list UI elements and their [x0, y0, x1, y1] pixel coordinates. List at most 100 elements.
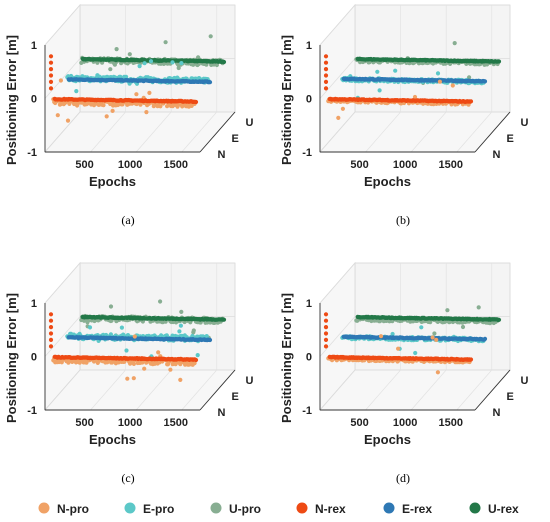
outlier-point-E-pro: [377, 88, 382, 93]
legend-marker: [210, 502, 222, 514]
outlier-point-E-pro: [137, 64, 142, 69]
depth-tick-label: N: [493, 149, 501, 161]
outlier-point-U-pro: [196, 55, 201, 60]
legend-label: U-pro: [229, 502, 261, 516]
outlier-point-E-pro: [182, 333, 187, 338]
x-axis-title: Epochs: [89, 432, 136, 447]
x-tick-label: 1500: [164, 417, 188, 429]
outlier-point-U-pro: [445, 308, 450, 313]
outlier-point-E-pro: [413, 350, 418, 356]
legend-item-U-rex: U-rex: [469, 502, 519, 516]
initial-point-N-rex: [323, 60, 329, 65]
legend-item-N-rex: N-rex: [296, 502, 346, 516]
outlier-point-U-pro: [85, 320, 90, 325]
depth-axis-line: [199, 111, 236, 153]
outlier-point-U-pro: [108, 67, 113, 72]
outlier-point-E-pro: [435, 71, 441, 76]
data-point-E-pro: [124, 74, 129, 79]
outlier-point-N-pro: [131, 376, 136, 381]
outlier-point-N-pro: [412, 94, 418, 100]
outlier-point-E-pro: [74, 89, 79, 94]
outlier-point-N-pro: [437, 79, 442, 84]
z-tick-label: -1: [302, 147, 312, 159]
z-tick-label: -1: [27, 405, 37, 417]
outlier-point-E-pro: [124, 348, 129, 353]
legend-marker: [383, 502, 395, 514]
x-axis-title: Epochs: [364, 432, 411, 447]
legend-label: N-rex: [315, 502, 346, 516]
outlier-point-U-pro: [482, 62, 487, 67]
data-point-U-rex: [496, 317, 502, 322]
outlier-point-U-pro: [191, 330, 196, 335]
z-tick-label: 0: [306, 352, 312, 364]
z-tick-label: 1: [31, 40, 37, 52]
data-point-U-pro: [214, 62, 219, 68]
grid-line: [319, 369, 356, 411]
x-tick-label: 1500: [439, 159, 463, 171]
z-tick-label: 0: [306, 94, 312, 106]
grid-line: [90, 111, 126, 153]
initial-point-N-rex: [323, 312, 329, 317]
outlier-point-N-pro: [168, 367, 173, 372]
legend-marker: [38, 502, 50, 514]
outlier-point-N-pro: [340, 106, 345, 111]
grid-line: [365, 111, 401, 153]
outlier-point-N-pro: [152, 361, 157, 366]
data-point-N-rex: [193, 357, 199, 363]
x-tick-label: 1000: [118, 159, 142, 171]
data-point-N-rex: [468, 99, 474, 104]
outlier-point-E-pro: [390, 331, 395, 337]
initial-point-N-rex: [323, 344, 329, 349]
outlier-point-U-pro: [467, 75, 472, 80]
x-tick-label: 1500: [164, 159, 188, 171]
initial-point-N-rex: [323, 337, 329, 342]
x-tick-label: 1500: [439, 417, 463, 429]
z-tick-label: 1: [306, 298, 312, 310]
depth-tick-label: E: [507, 391, 514, 403]
depth-tick-label: U: [521, 375, 529, 387]
initial-point-N-rex: [48, 79, 54, 84]
x-tick-label: 1000: [393, 417, 417, 429]
initial-point-N-rex: [323, 54, 329, 59]
depth-tick-label: N: [218, 149, 226, 161]
grid-line: [44, 58, 81, 99]
legend-item-N-pro: N-pro: [38, 502, 89, 516]
initial-point-N-rex: [48, 60, 54, 65]
outlier-point-N-pro: [178, 377, 183, 382]
grid-line: [319, 4, 356, 46]
grid-line: [410, 369, 447, 411]
grid-line: [319, 111, 356, 153]
outlier-point-N-pro: [396, 346, 401, 351]
grid-line: [44, 262, 81, 304]
outlier-point-U-pro: [208, 34, 213, 39]
initial-point-N-rex: [48, 67, 54, 72]
outlier-point-E-pro: [95, 73, 100, 78]
grid-line: [181, 111, 218, 153]
outlier-point-U-pro: [460, 324, 466, 330]
outlier-point-U-pro: [179, 309, 184, 314]
data-point-U-pro: [204, 62, 209, 67]
outlier-point-N-pro: [134, 92, 139, 97]
outlier-point-N-pro: [430, 335, 435, 340]
outlier-point-E-pro: [170, 60, 175, 65]
data-point-N-pro: [138, 102, 143, 107]
grid-line: [90, 369, 126, 411]
grid-line: [410, 111, 447, 153]
outlier-point-U-pro: [176, 65, 181, 71]
outlier-point-E-pro: [177, 329, 182, 334]
outlier-point-U-pro: [114, 47, 119, 52]
outlier-point-N-pro: [378, 334, 384, 339]
depth-tick-label: E: [232, 391, 239, 403]
outlier-point-N-pro: [450, 83, 455, 88]
data-point-U-rex: [221, 59, 227, 65]
z-axis-title: Positioning Error [m]: [4, 293, 19, 423]
grid-line: [44, 111, 81, 153]
outlier-point-E-pro: [195, 353, 200, 358]
outlier-point-E-pro: [119, 325, 124, 330]
legend: N-pro E-pro U-pro N-rex E-rex U-rex: [38, 502, 519, 516]
initial-point-N-rex: [323, 73, 329, 78]
initial-point-N-rex: [48, 344, 54, 349]
data-point-E-rex: [207, 337, 213, 343]
